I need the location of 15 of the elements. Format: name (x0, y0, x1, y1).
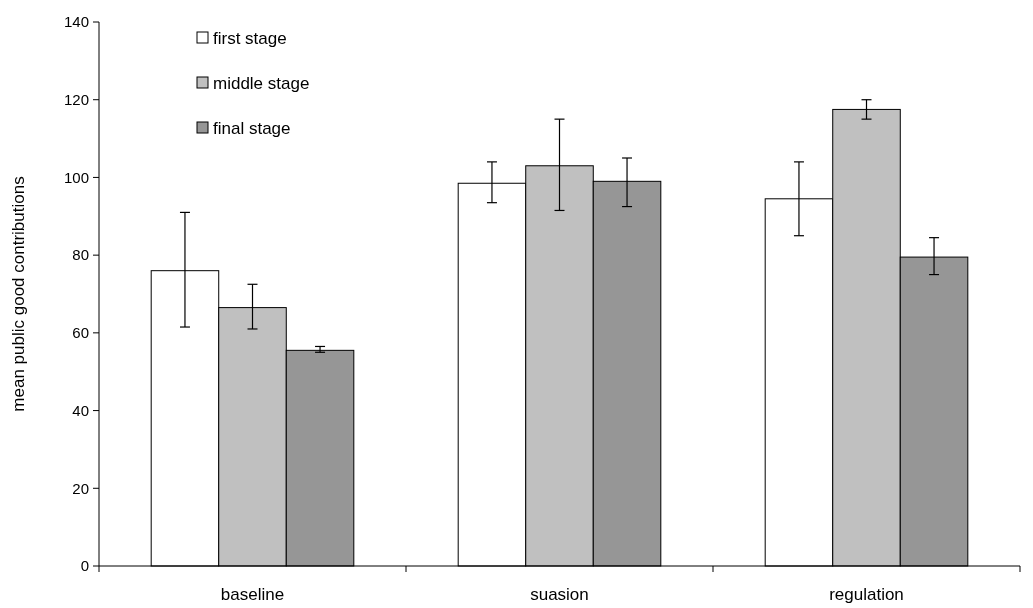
x-tick-label: baseline (220, 585, 285, 604)
y-tick-label: 100 (63, 168, 89, 186)
y-tick-label: 20 (72, 479, 89, 497)
y-tick-label: 60 (72, 324, 89, 342)
legend-label: final stage (213, 118, 291, 138)
y-tick-label: 0 (80, 557, 89, 575)
x-tick-label: regulation (829, 585, 904, 604)
legend-label: first stage (213, 28, 287, 48)
y-axis-title: mean public good contributions (9, 176, 28, 412)
y-tick-label: 40 (72, 401, 89, 419)
y-tick-label: 140 (63, 13, 89, 31)
y-tick-label: 80 (72, 246, 89, 264)
legend-label: middle stage (213, 73, 310, 93)
y-tick-label: 120 (63, 90, 89, 108)
x-tick-label: suasion (530, 585, 589, 604)
